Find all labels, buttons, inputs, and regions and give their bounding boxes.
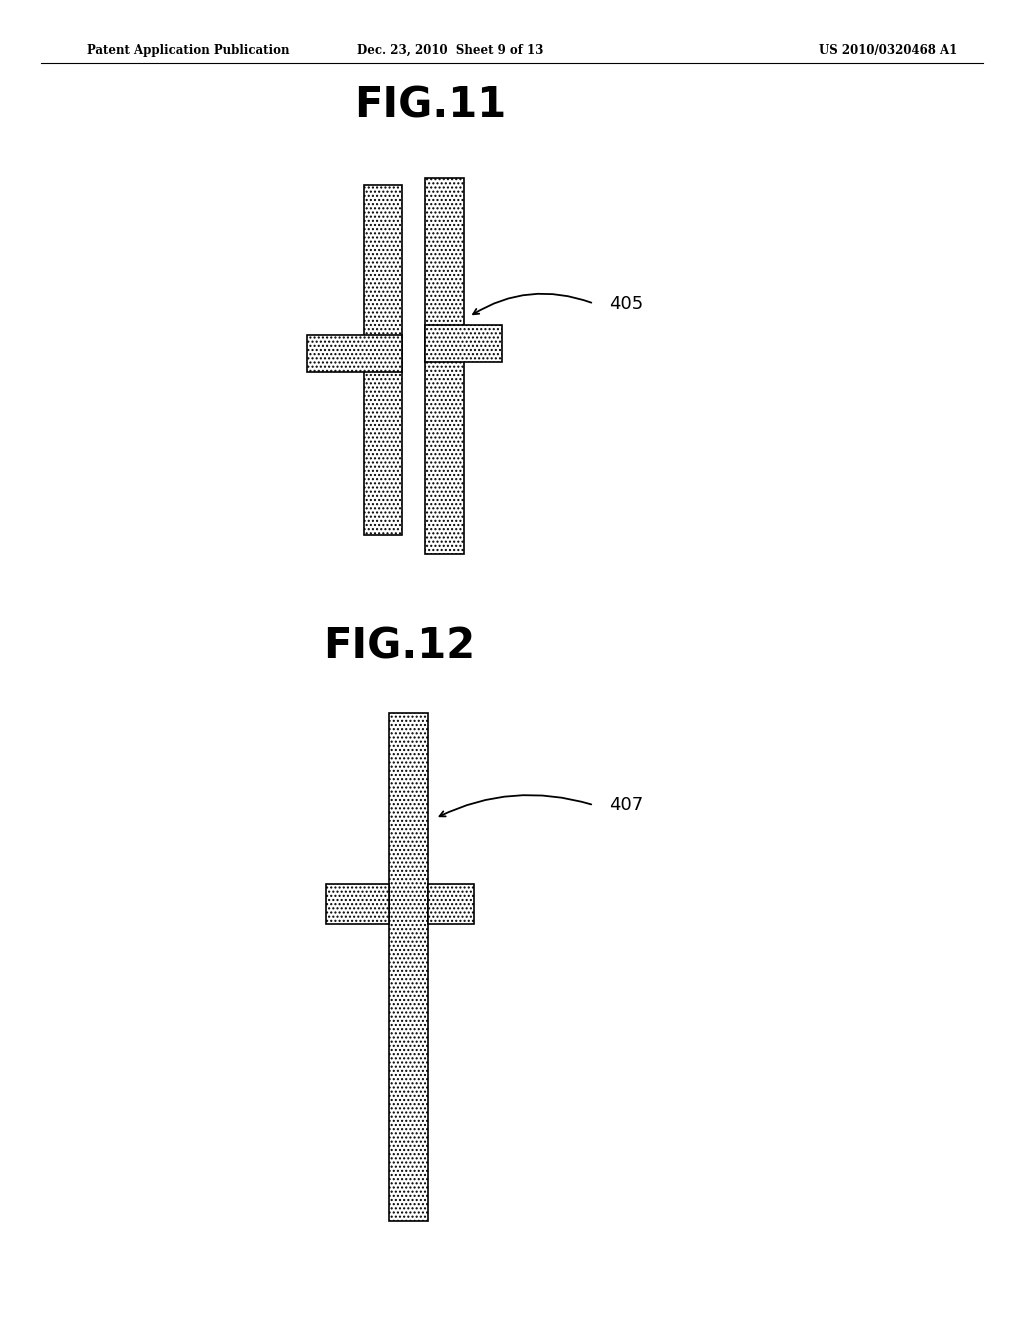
Bar — [364, 185, 402, 535]
Bar — [425, 325, 502, 362]
Bar — [389, 713, 428, 1221]
Text: Patent Application Publication: Patent Application Publication — [87, 44, 290, 57]
Text: FIG.11: FIG.11 — [354, 84, 506, 127]
Text: 405: 405 — [609, 294, 643, 313]
Bar — [428, 884, 474, 924]
Text: Dec. 23, 2010  Sheet 9 of 13: Dec. 23, 2010 Sheet 9 of 13 — [357, 44, 544, 57]
Bar — [425, 178, 464, 554]
Bar — [326, 884, 389, 924]
Bar — [307, 335, 402, 372]
Text: US 2010/0320468 A1: US 2010/0320468 A1 — [819, 44, 957, 57]
Text: 407: 407 — [609, 796, 643, 814]
Text: FIG.12: FIG.12 — [324, 626, 475, 668]
